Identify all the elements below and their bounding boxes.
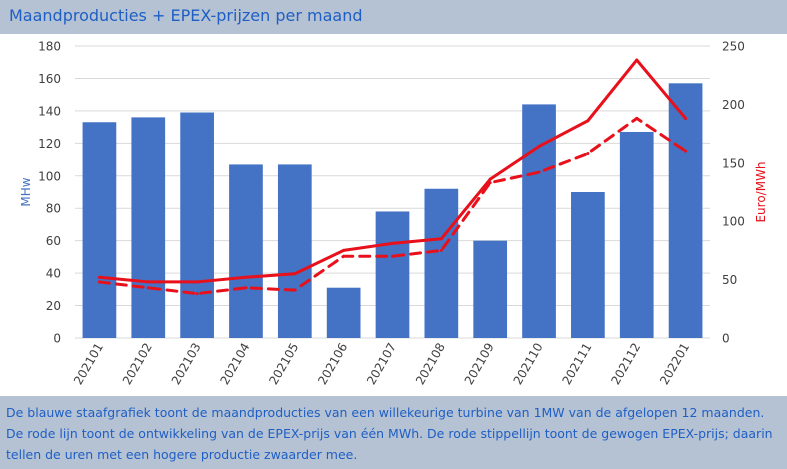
- weighted-price-point: [537, 170, 541, 174]
- price-point: [537, 144, 541, 148]
- price-point: [684, 116, 688, 120]
- chart-title: Maandproducties + EPEX-prijzen per maand: [9, 6, 363, 25]
- y2-tick-label: 50: [722, 273, 737, 287]
- bar: [277, 164, 312, 338]
- y-tick-label: 0: [53, 332, 61, 346]
- bar: [668, 83, 703, 338]
- price-point: [146, 280, 150, 284]
- x-tick-label: 202108: [413, 341, 448, 388]
- weighted-price-point: [635, 116, 639, 120]
- weighted-price-point: [146, 286, 150, 290]
- y2-tick-label: 250: [722, 40, 745, 54]
- y-tick-label: 60: [46, 234, 61, 248]
- y2-axis-title: Euro/MWh: [754, 161, 768, 222]
- bar: [326, 287, 361, 338]
- y2-tick-label: 0: [722, 332, 730, 346]
- bar: [619, 131, 654, 338]
- y-tick-label: 180: [38, 40, 61, 54]
- y-tick-label: 160: [38, 72, 61, 86]
- weighted-price-point: [195, 292, 199, 296]
- combo-chart: 0 20 40 60 80 100 120 140 160 180 0 50 100 150 200 250 M…: [19, 40, 768, 388]
- bar: [131, 117, 166, 338]
- chart-area: 0 20 40 60 80 100 120 140 160 180 0 50 100 150 200 250 M…: [0, 34, 787, 396]
- y2-tick-label: 200: [722, 98, 745, 112]
- x-tick-label: 202109: [462, 341, 497, 388]
- price-point: [391, 241, 394, 245]
- chart-description: De blauwe staafgrafiek toont de maandpro…: [6, 405, 773, 462]
- price-point: [488, 177, 492, 181]
- bar: [375, 211, 410, 338]
- chart-header: Maandproducties + EPEX-prijzen per maand: [0, 0, 787, 34]
- price-point: [195, 280, 199, 284]
- bar: [229, 164, 263, 338]
- y-tick-label: 120: [38, 137, 61, 151]
- price-point: [586, 119, 590, 123]
- bar: [180, 112, 214, 338]
- price-point: [293, 272, 297, 276]
- weighted-price-point: [342, 254, 346, 258]
- y-tick-label: 100: [38, 169, 61, 183]
- x-tick-label: 202106: [315, 341, 350, 388]
- x-tick-label: 202201: [657, 341, 692, 388]
- chart-footer: De blauwe staafgrafiek toont de maandpro…: [0, 396, 787, 469]
- y-axis-title: MHw: [19, 177, 33, 206]
- x-tick-label: 202102: [120, 341, 155, 388]
- bar: [522, 104, 556, 339]
- bar: [473, 240, 508, 338]
- y2-tick-label: 150: [722, 156, 745, 170]
- y-tick-label: 20: [46, 299, 61, 313]
- x-tick-label: 202103: [169, 341, 204, 388]
- price-point: [635, 58, 639, 62]
- weighted-price-point: [97, 280, 101, 284]
- x-tick-label: 202111: [559, 341, 594, 388]
- y-tick-label: 80: [46, 202, 61, 216]
- weighted-price-point: [244, 286, 248, 290]
- y-tick-label: 40: [46, 267, 61, 281]
- x-tick-label: 202107: [364, 341, 399, 388]
- x-tick-label: 202112: [608, 341, 643, 388]
- weighted-price-point: [586, 151, 590, 155]
- y2-tick-label: 100: [722, 215, 745, 229]
- bar: [82, 122, 117, 338]
- weighted-price-point: [684, 149, 688, 153]
- price-point: [342, 248, 346, 252]
- x-tick-label: 202101: [71, 341, 106, 388]
- x-tick-label: 202110: [511, 341, 546, 388]
- bar: [571, 192, 605, 338]
- weighted-price-point: [391, 254, 394, 258]
- price-point: [97, 275, 101, 279]
- bar: [424, 188, 459, 338]
- weighted-price-point: [488, 181, 492, 185]
- x-tick-label: 202105: [266, 341, 301, 388]
- y-tick-label: 140: [38, 104, 61, 118]
- weighted-price-point: [439, 248, 443, 252]
- x-tick-label: 202104: [218, 341, 253, 388]
- price-point: [439, 237, 443, 241]
- weighted-price-point: [293, 288, 297, 292]
- price-point: [244, 275, 248, 279]
